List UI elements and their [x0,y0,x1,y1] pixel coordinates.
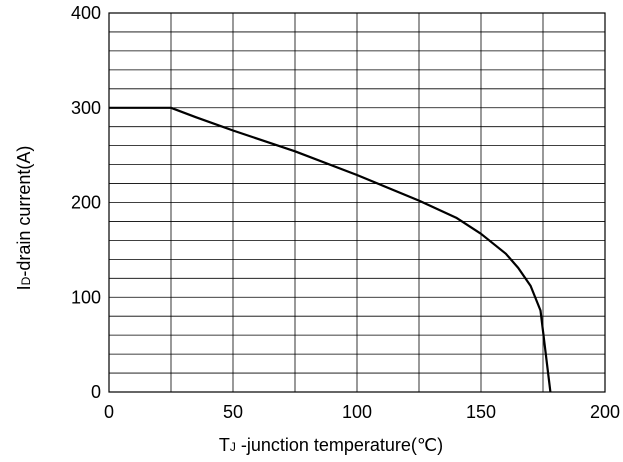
series-layer [109,106,552,393]
grid [108,12,606,393]
x-tick-label: 150 [466,402,496,422]
x-tick-label: 0 [104,402,114,422]
series-line [109,106,552,393]
y-tick-label: 300 [71,98,101,118]
y-tick-label: 200 [71,193,101,213]
x-tick-label: 200 [590,402,620,422]
y-tick-label: 100 [71,287,101,307]
tick-labels: 0 50 100 150 200 0 100 200 300 400 [71,3,620,422]
y-tick-label: 400 [71,3,101,23]
x-tick-label: 50 [223,402,243,422]
y-axis-label: ID-drain current(A) [14,146,34,291]
x-tick-label: 100 [342,402,372,422]
y-tick-label: 0 [91,382,101,402]
x-axis-label: TJ -junction temperature(℃) [219,435,443,455]
